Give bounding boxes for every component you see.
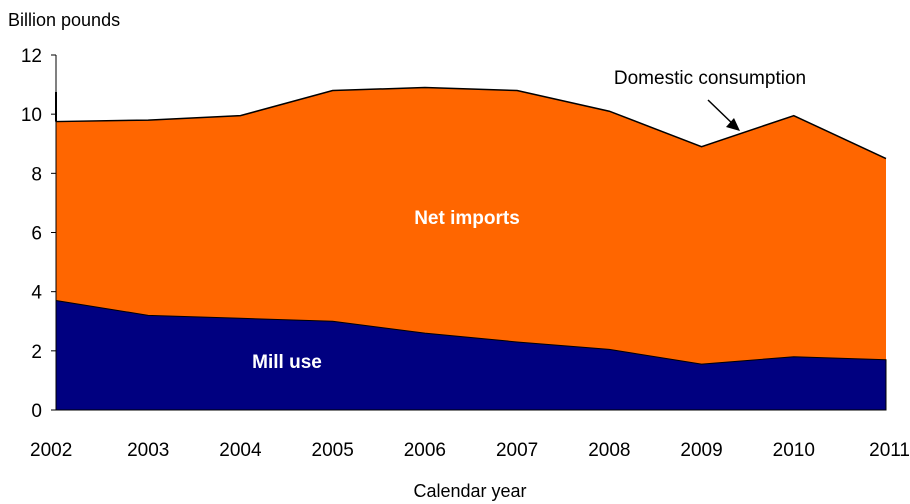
series-labels: Net imports Mill use Domestic consumption <box>252 68 806 373</box>
plot-areas <box>55 87 887 411</box>
x-tick-labels: 2002 2003 2004 2005 2006 2007 2008 2009 2010 2011 <box>30 440 910 461</box>
domestic-consumption-line <box>55 86 887 160</box>
net-imports-label: Net imports <box>414 208 520 229</box>
y-tick-label: 10 <box>21 105 42 126</box>
y-tick-labels: 0 2 4 6 8 10 12 <box>21 46 56 422</box>
net-imports-area <box>56 87 886 365</box>
x-tick-label: 2003 <box>127 440 169 461</box>
x-tick-label: 2006 <box>404 440 446 461</box>
x-tick-label: 2007 <box>496 440 538 461</box>
x-tick-label: 2004 <box>219 440 262 461</box>
y-tick-label: 4 <box>31 283 42 304</box>
x-tick-label: 2005 <box>312 440 354 461</box>
domestic-consumption-label: Domestic consumption <box>614 68 806 89</box>
x-tick-label: 2010 <box>773 440 815 461</box>
y-tick-label: 2 <box>31 342 42 363</box>
y-tick-label: 6 <box>31 224 42 245</box>
x-axis-title: Calendar year <box>413 481 526 501</box>
x-tick-label: 2008 <box>588 440 630 461</box>
x-tick-label: 2011 <box>869 440 910 461</box>
mill-use-label: Mill use <box>252 352 322 373</box>
y-tick-label: 8 <box>31 164 42 185</box>
annotation-arrow-head <box>726 118 740 131</box>
y-tick-label: 0 <box>31 401 42 422</box>
x-tick-label: 2002 <box>30 440 72 461</box>
y-tick-label: 12 <box>21 46 42 67</box>
y-axis-title: Billion pounds <box>8 10 120 30</box>
x-tick-label: 2009 <box>680 440 722 461</box>
